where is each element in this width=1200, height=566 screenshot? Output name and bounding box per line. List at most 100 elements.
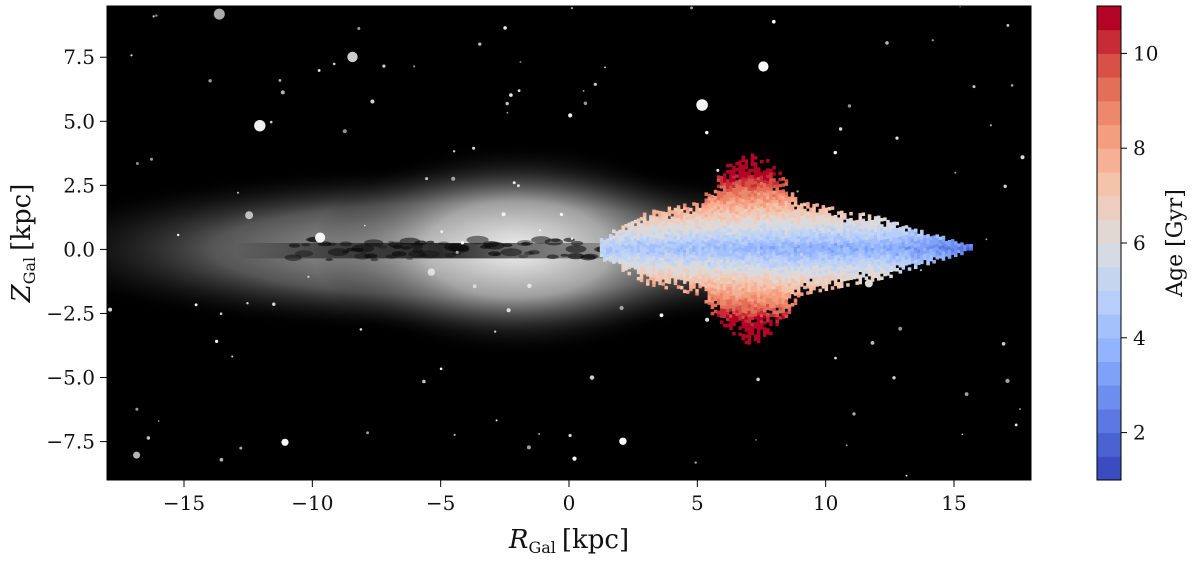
age-bin — [775, 292, 779, 296]
age-bin — [698, 244, 702, 249]
age-bin — [763, 213, 767, 217]
age-bin — [886, 262, 890, 267]
age-bin — [800, 258, 804, 263]
age-bin — [735, 192, 739, 197]
age-bin — [796, 257, 801, 261]
age-bin — [676, 273, 681, 277]
age-bin — [646, 282, 650, 286]
age-bin — [815, 237, 819, 241]
age-bin — [830, 258, 835, 263]
age-bin — [833, 224, 838, 228]
age-bin — [679, 273, 684, 278]
age-bin — [775, 227, 779, 231]
age-bin — [738, 218, 742, 223]
age-bin — [793, 227, 798, 232]
age-bin — [649, 264, 653, 268]
age-bin — [898, 270, 903, 274]
age-bin — [963, 244, 967, 249]
age-bin — [667, 206, 672, 211]
age-bin — [784, 234, 789, 239]
age-bin — [609, 255, 613, 259]
age-bin — [738, 295, 742, 300]
age-bin — [633, 219, 638, 224]
age-bin — [760, 190, 764, 195]
star — [659, 313, 664, 318]
age-bin — [679, 230, 684, 234]
age-bin — [898, 257, 903, 262]
age-bin — [738, 274, 742, 278]
age-bin — [926, 249, 930, 253]
age-bin — [861, 270, 866, 275]
age-bin — [732, 316, 736, 321]
age-bin — [729, 265, 733, 269]
age-bin — [658, 253, 662, 258]
age-bin — [723, 256, 727, 260]
age-bin — [729, 246, 733, 251]
age-bin — [818, 236, 822, 240]
age-bin — [904, 259, 909, 263]
age-bin — [695, 224, 699, 228]
age-bin — [615, 255, 619, 260]
age-bin — [698, 263, 702, 267]
age-bin — [910, 238, 915, 243]
age-bin — [710, 234, 715, 239]
colorbar-level — [1097, 314, 1121, 339]
age-bin — [818, 242, 822, 247]
age-bin — [837, 263, 841, 267]
dust-clump — [284, 254, 302, 261]
age-bin — [877, 237, 881, 241]
age-bin — [790, 223, 795, 227]
age-bin — [917, 258, 921, 262]
age-bin — [741, 186, 745, 190]
age-bin — [695, 202, 699, 207]
x-axis: −15 −10 −5 0 5 10 15 — [163, 480, 967, 515]
age-bin — [652, 280, 656, 284]
age-bin — [824, 241, 829, 245]
age-bin — [787, 291, 792, 296]
colorbar-level — [1097, 361, 1121, 386]
age-bin — [830, 218, 835, 223]
age-bin — [763, 302, 767, 307]
age-bin — [886, 226, 890, 230]
age-bin — [649, 255, 653, 259]
star — [494, 330, 497, 333]
age-bin — [753, 248, 758, 252]
age-bin — [636, 240, 641, 244]
age-bin — [624, 239, 628, 243]
age-bin — [624, 248, 628, 253]
age-bin — [661, 263, 665, 268]
age-bin — [800, 234, 804, 238]
age-bin — [861, 252, 866, 256]
age-bin — [760, 239, 764, 244]
age-bin — [664, 279, 668, 284]
age-bin — [686, 290, 690, 294]
age-bin — [750, 273, 755, 277]
age-bin — [889, 268, 893, 272]
age-bin — [818, 230, 822, 234]
age-bin — [655, 225, 659, 230]
age-bin — [756, 296, 761, 301]
age-bin — [655, 244, 659, 248]
star — [135, 162, 139, 165]
dust-clump — [483, 241, 505, 250]
age-bin — [870, 241, 875, 245]
age-bin — [781, 183, 785, 187]
age-bin — [744, 214, 749, 219]
age-bin — [926, 255, 930, 260]
age-bin — [670, 237, 675, 242]
age-bin — [756, 268, 761, 273]
age-bin — [618, 260, 622, 265]
age-bin — [707, 298, 712, 302]
age-bin — [719, 218, 724, 223]
age-bin — [784, 216, 789, 220]
age-bin — [747, 193, 752, 197]
age-bin — [658, 213, 662, 218]
age-bin — [803, 245, 807, 250]
age-bin — [784, 280, 789, 285]
age-bin — [766, 282, 770, 286]
age-bin — [695, 221, 699, 225]
age-bin — [760, 307, 764, 311]
age-bin — [744, 248, 749, 252]
age-bin — [630, 252, 635, 256]
age-bin — [812, 256, 816, 260]
